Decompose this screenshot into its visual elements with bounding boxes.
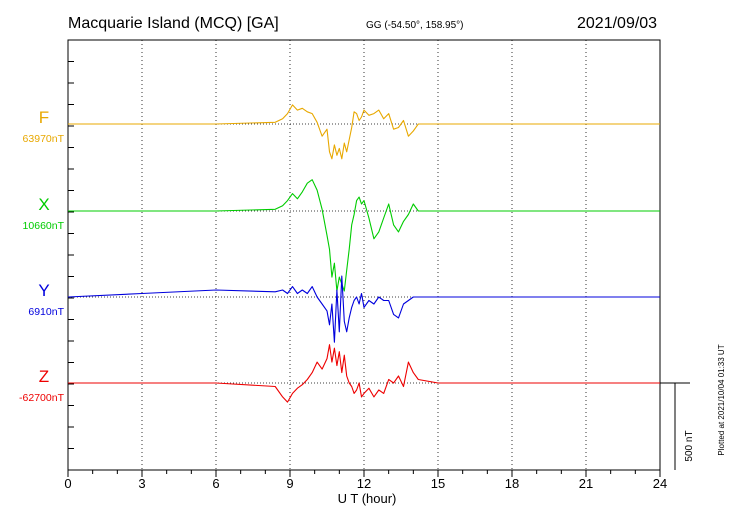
series-f-baseline: 63970nT [23, 133, 65, 145]
series-x-name: X [38, 195, 49, 214]
scale-bar: 500 nT [660, 382, 695, 470]
series-f-line [68, 104, 660, 160]
x-tick-label: 21 [579, 476, 593, 491]
series-x-line [68, 179, 660, 292]
x-tick-label: 0 [64, 476, 71, 491]
chart-date: 2021/09/03 [577, 15, 657, 32]
series-lines [67, 104, 660, 403]
scale-bar-label: 500 nT [684, 430, 695, 461]
series-z-line [68, 344, 660, 403]
x-tick-label: 24 [653, 476, 667, 491]
series-z-baseline: -62700nT [19, 392, 65, 404]
x-tick-label: 18 [505, 476, 519, 491]
series-f-name: F [39, 108, 49, 127]
plotted-timestamp: Plotted at 2021/10/04 01:33 UT [717, 344, 726, 455]
x-tick-label: 15 [431, 476, 445, 491]
x-tick-label: 9 [286, 476, 293, 491]
x-tick-label: 12 [357, 476, 371, 491]
series-y-baseline: 6910nT [28, 306, 64, 318]
x-tick-label: 6 [212, 476, 219, 491]
station-coords: GG (-54.50°, 158.95°) [366, 20, 464, 31]
series-y-name: Y [38, 281, 49, 300]
series-x-baseline: 10660nT [23, 220, 65, 232]
grid [141, 40, 587, 470]
x-axis-label: U T (hour) [338, 491, 397, 506]
series-y-line [67, 275, 660, 343]
x-tick-label: 3 [138, 476, 145, 491]
station-title: Macquarie Island (MCQ) [GA] [68, 15, 279, 32]
axis-ticks: 0 3 6 9 12 15 18 21 24 [64, 61, 667, 491]
series-labels: F 63970nT X 10660nT Y 6910nT Z -62700nT [19, 108, 65, 404]
series-z-name: Z [39, 367, 49, 386]
